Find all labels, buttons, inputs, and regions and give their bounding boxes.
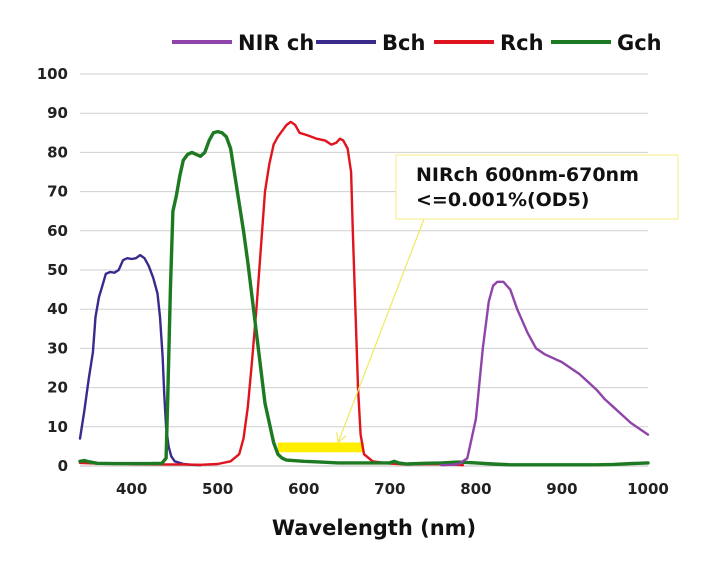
x-tick-label-900: 900 bbox=[546, 480, 577, 498]
grid bbox=[80, 73, 648, 428]
legend-label-nir-ch: NIR ch bbox=[238, 31, 314, 55]
legend-label-bch: Bch bbox=[382, 31, 425, 55]
y-tick-label-0: 0 bbox=[58, 457, 68, 475]
y-tick-label-90: 90 bbox=[47, 104, 68, 122]
highlight-band bbox=[277, 442, 364, 453]
annotation: NIRch 600nm-670nm <=0.001%(OD5) bbox=[336, 154, 679, 444]
annotation-arrow-line bbox=[337, 218, 425, 443]
y-tick-label-30: 30 bbox=[47, 339, 68, 357]
x-tick-label-500: 500 bbox=[202, 480, 233, 498]
annotation-text-line-1: NIRch 600nm-670nm bbox=[416, 164, 639, 186]
axes: 0 10 20 30 40 50 60 70 80 90 100 400 500 600 700 800 900… bbox=[37, 65, 669, 540]
y-tick-label-80: 80 bbox=[47, 143, 68, 161]
x-tick-label-800: 800 bbox=[460, 480, 491, 498]
series-lines bbox=[78, 120, 650, 467]
series-line-bch bbox=[78, 253, 202, 467]
y-tick-label-60: 60 bbox=[47, 222, 68, 240]
x-axis-title: Wavelength (nm) bbox=[272, 516, 476, 540]
series-line-nir-ch bbox=[440, 280, 650, 467]
legend-label-rch: Rch bbox=[500, 31, 544, 55]
annotation-box bbox=[395, 154, 679, 220]
y-tick-label-70: 70 bbox=[47, 183, 68, 201]
series-line-gch bbox=[78, 129, 650, 467]
x-tick-label-1000: 1000 bbox=[627, 480, 669, 498]
y-tick-label-20: 20 bbox=[47, 379, 68, 397]
legend: NIR ch Bch Rch Gch bbox=[172, 31, 662, 55]
y-tick-label-50: 50 bbox=[47, 261, 68, 279]
y-tick-label-40: 40 bbox=[47, 300, 68, 318]
y-tick-label-100: 100 bbox=[37, 65, 68, 83]
legend-label-gch: Gch bbox=[617, 31, 662, 55]
highlight-band-rect bbox=[277, 442, 364, 453]
x-tick-label-400: 400 bbox=[116, 480, 147, 498]
y-tick-label-10: 10 bbox=[47, 418, 68, 436]
series-line-rch bbox=[78, 120, 465, 467]
x-tick-label-600: 600 bbox=[288, 480, 319, 498]
x-tick-label-700: 700 bbox=[374, 480, 405, 498]
annotation-arrow-head bbox=[336, 432, 347, 444]
annotation-text-line-2: <=0.001%(OD5) bbox=[416, 189, 590, 211]
